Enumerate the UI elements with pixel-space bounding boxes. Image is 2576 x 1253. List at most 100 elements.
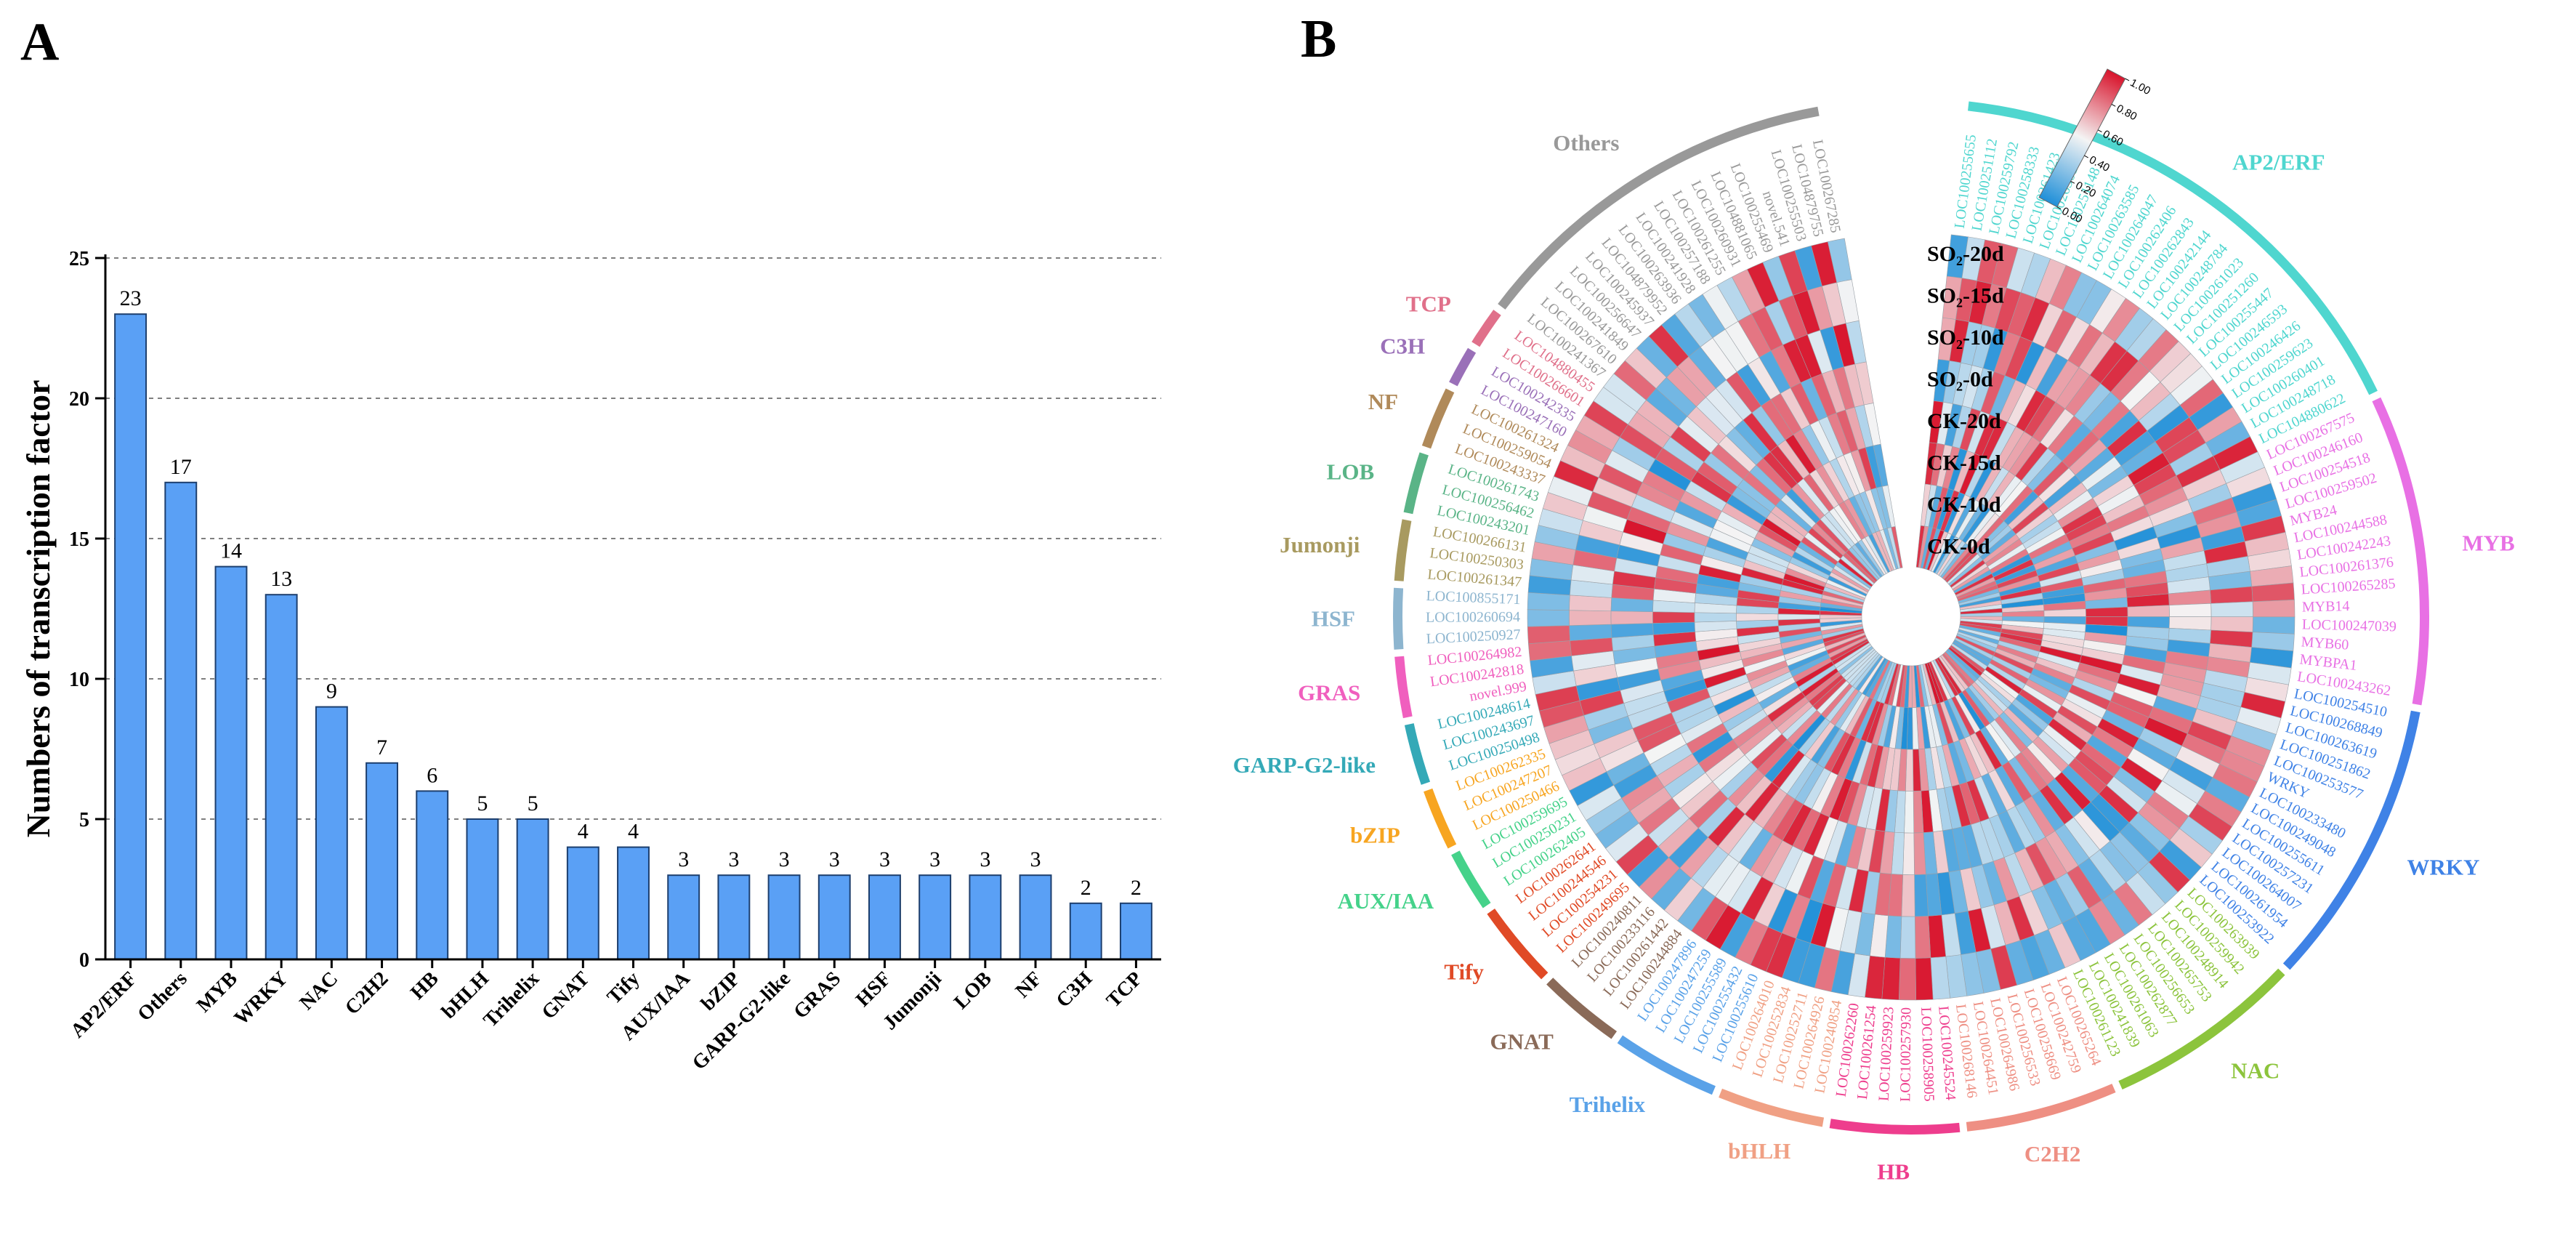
gene-label: LOC104880622 bbox=[2256, 390, 2348, 447]
x-tick-label: HSF bbox=[852, 967, 895, 1011]
heatmap-cell bbox=[1825, 632, 1866, 651]
heatmap-cell bbox=[2152, 696, 2197, 722]
heatmap-cell bbox=[2168, 589, 2211, 606]
x-tick-label: AP2/ERF bbox=[66, 967, 141, 1042]
heatmap-cell bbox=[1780, 584, 1823, 599]
heatmap-cell bbox=[1974, 520, 2008, 555]
heatmap-cell bbox=[1979, 529, 2016, 560]
gene-label: LOC100261324 bbox=[1469, 401, 1562, 456]
heatmap-cell bbox=[1944, 403, 1963, 447]
gene-label: LOC100264982 bbox=[1427, 644, 1522, 669]
heatmap-cell bbox=[1936, 488, 1955, 531]
heatmap-cell bbox=[1948, 869, 1969, 914]
heatmap-cell bbox=[2002, 616, 2045, 623]
heatmap-cell bbox=[2054, 771, 2091, 810]
data-label: 3 bbox=[829, 847, 840, 871]
heatmap-cell bbox=[1915, 664, 1925, 708]
heatmap-cell bbox=[1844, 498, 1869, 539]
family-arc bbox=[1719, 1088, 1825, 1127]
gene-label: LOC100261743 bbox=[1446, 462, 1541, 505]
heatmap-cell bbox=[1833, 323, 1856, 368]
heatmap-cell bbox=[1829, 571, 1868, 595]
data-label: 23 bbox=[120, 286, 142, 310]
gene-label: LOC100256462 bbox=[1440, 482, 1535, 522]
heatmap-cell bbox=[1709, 528, 1752, 553]
heatmap-cell bbox=[2043, 616, 2086, 625]
heatmap-cell bbox=[1528, 640, 1572, 661]
bar-HSF bbox=[868, 874, 901, 960]
heatmap-cell bbox=[1990, 719, 2022, 757]
family-arc bbox=[1421, 388, 1455, 449]
heatmap-cell bbox=[1646, 388, 1688, 427]
heatmap-cell bbox=[2021, 448, 2056, 486]
heatmap-cell bbox=[2083, 578, 2126, 594]
heatmap-cell bbox=[1971, 516, 2005, 552]
heatmap-cell bbox=[2014, 801, 2046, 844]
heatmap-cell bbox=[1862, 658, 1887, 696]
heatmap-cell bbox=[2019, 514, 2059, 544]
heatmap-cell bbox=[1691, 896, 1729, 941]
heatmap-cell bbox=[1918, 664, 1929, 707]
heatmap-cell bbox=[1753, 788, 1788, 829]
heatmap-cell bbox=[1567, 430, 1613, 464]
heatmap-cell bbox=[1785, 850, 1814, 895]
heatmap-cell bbox=[2014, 442, 2048, 481]
heatmap-cell bbox=[1906, 707, 1913, 750]
data-label: 14 bbox=[220, 539, 242, 563]
bar-GARP-G2-like bbox=[767, 874, 801, 960]
family-label: WRKY bbox=[2407, 854, 2480, 879]
gene-label: LOC100264047 bbox=[2100, 192, 2161, 281]
heatmap-cell bbox=[1879, 529, 1897, 571]
heatmap-cell bbox=[2047, 415, 2083, 455]
heatmap-cell bbox=[1716, 276, 1752, 322]
heatmap-cell bbox=[1727, 768, 1765, 807]
heatmap-cell bbox=[2075, 541, 2118, 564]
heatmap-cell bbox=[1823, 587, 1865, 603]
heatmap-cell bbox=[1671, 772, 1713, 809]
heatmap-cell bbox=[2196, 512, 2242, 539]
heatmap-cell bbox=[1825, 579, 1867, 599]
heatmap-cell bbox=[2067, 865, 2102, 909]
gene-label: LOC100253922 bbox=[2197, 872, 2277, 948]
heatmap-cell bbox=[1899, 665, 1908, 708]
heatmap-cell bbox=[1897, 749, 1907, 791]
heatmap-cell bbox=[1810, 725, 1841, 765]
heatmap-cell bbox=[1896, 664, 1906, 707]
heatmap-cell bbox=[1985, 666, 2023, 695]
heatmap-cell bbox=[1999, 485, 2034, 522]
heatmap-cell bbox=[1745, 660, 1788, 682]
heatmap-cell bbox=[1616, 544, 1661, 567]
heatmap-cell bbox=[1578, 520, 1623, 546]
heatmap-cell bbox=[1680, 781, 1721, 819]
heatmap-cell bbox=[2025, 347, 2057, 391]
heatmap-cell bbox=[1747, 262, 1780, 307]
gene-label: LOC100255469 bbox=[1727, 161, 1777, 255]
heatmap-cell bbox=[1792, 808, 1821, 852]
gene-label: LOC100257930 bbox=[1897, 1007, 1914, 1102]
heatmap-cell bbox=[2148, 706, 2193, 734]
heatmap-cell bbox=[1950, 642, 1988, 670]
heatmap-cell bbox=[1787, 650, 1829, 672]
heatmap-cell bbox=[1894, 790, 1906, 834]
heatmap-cell bbox=[1995, 426, 2025, 468]
heatmap-cell bbox=[2004, 336, 2033, 381]
heatmap-cell bbox=[1617, 668, 1661, 691]
family-label: bZIP bbox=[1350, 822, 1400, 847]
heatmap-cell bbox=[1945, 954, 1968, 999]
heatmap-cell bbox=[1770, 345, 1801, 389]
heatmap-cell bbox=[2055, 872, 2089, 916]
heatmap-cell bbox=[1743, 472, 1782, 507]
heatmap-cell bbox=[1836, 644, 1873, 672]
gene-label: LOC100258905 bbox=[1918, 1007, 1937, 1102]
gene-label: LOC100244588 bbox=[2293, 512, 2389, 546]
heatmap-cell bbox=[2025, 527, 2066, 555]
gene-label: LOC100246426 bbox=[2218, 318, 2304, 387]
heatmap-cell bbox=[1944, 786, 1962, 829]
bar-AUX/IAA bbox=[667, 874, 700, 960]
heatmap-cell bbox=[1873, 443, 1889, 487]
family-arc bbox=[2372, 397, 2429, 706]
family-label: TCP bbox=[1406, 291, 1451, 317]
ring-label: SO₂-10d bbox=[1927, 326, 2004, 350]
heatmap-cell bbox=[1965, 509, 1995, 547]
heatmap-cell bbox=[1943, 547, 1975, 581]
